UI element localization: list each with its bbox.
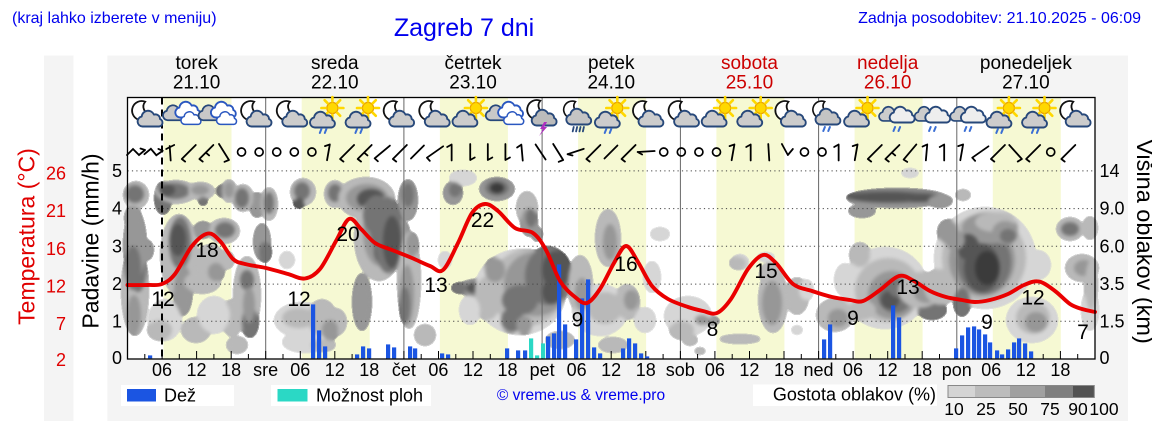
svg-text:sreda: sreda xyxy=(311,53,359,74)
svg-text:12: 12 xyxy=(151,288,174,311)
svg-text:06: 06 xyxy=(290,360,310,380)
svg-text:2: 2 xyxy=(112,274,122,294)
svg-text:ponedeljek: ponedeljek xyxy=(980,53,1072,74)
svg-text:06: 06 xyxy=(981,360,1001,380)
svg-text:12: 12 xyxy=(1021,287,1044,310)
svg-text:26.10: 26.10 xyxy=(864,73,912,94)
svg-text:21: 21 xyxy=(46,201,66,221)
svg-text:12: 12 xyxy=(187,360,207,380)
svg-text:Dež: Dež xyxy=(164,386,196,406)
svg-text:15: 15 xyxy=(754,260,777,283)
svg-text:6.0: 6.0 xyxy=(1100,236,1125,256)
svg-text:24.10: 24.10 xyxy=(587,73,635,94)
svg-text:1.5: 1.5 xyxy=(1100,311,1125,331)
svg-text:pet: pet xyxy=(530,360,555,380)
svg-text:9.0: 9.0 xyxy=(1100,199,1125,219)
svg-text:Zagreb 7 dni: Zagreb 7 dni xyxy=(394,14,534,42)
svg-text:pon: pon xyxy=(942,360,972,380)
svg-text:2: 2 xyxy=(56,350,66,370)
svg-text:23.10: 23.10 xyxy=(449,73,497,94)
svg-text:12: 12 xyxy=(463,360,483,380)
svg-text:10: 10 xyxy=(944,399,964,419)
svg-text:18: 18 xyxy=(359,360,379,380)
svg-text:Gostota oblakov (%): Gostota oblakov (%) xyxy=(773,385,936,405)
svg-text:3: 3 xyxy=(112,236,122,256)
svg-text:ned: ned xyxy=(803,360,833,380)
svg-text:4: 4 xyxy=(112,199,122,219)
svg-text:06: 06 xyxy=(152,360,172,380)
svg-text:06: 06 xyxy=(843,360,863,380)
svg-text:13: 13 xyxy=(896,276,919,299)
svg-text:5: 5 xyxy=(112,161,122,181)
svg-text:14: 14 xyxy=(1100,161,1120,181)
svg-text:1: 1 xyxy=(112,311,122,331)
svg-text:18: 18 xyxy=(1050,360,1070,380)
svg-text:Padavine (mm/h): Padavine (mm/h) xyxy=(78,153,104,328)
svg-text:8: 8 xyxy=(707,318,719,341)
svg-text:9: 9 xyxy=(847,307,859,330)
svg-text:9: 9 xyxy=(981,311,993,334)
svg-text:© vreme.us & vreme.pro: © vreme.us & vreme.pro xyxy=(497,387,665,404)
svg-text:7: 7 xyxy=(56,314,66,334)
svg-text:100: 100 xyxy=(1089,399,1118,419)
svg-text:12: 12 xyxy=(46,277,66,297)
svg-text:torek: torek xyxy=(175,53,218,74)
svg-text:16: 16 xyxy=(614,253,637,276)
svg-text:50: 50 xyxy=(1008,399,1028,419)
svg-text:12: 12 xyxy=(601,360,621,380)
svg-text:12: 12 xyxy=(1016,360,1036,380)
svg-text:18: 18 xyxy=(195,239,218,262)
svg-text:12: 12 xyxy=(325,360,345,380)
svg-text:90: 90 xyxy=(1068,399,1088,419)
svg-text:sre: sre xyxy=(253,360,278,380)
svg-text:0: 0 xyxy=(1100,348,1110,368)
svg-text:21.10: 21.10 xyxy=(173,73,221,94)
svg-text:75: 75 xyxy=(1040,399,1059,419)
svg-text:06: 06 xyxy=(567,360,587,380)
svg-text:nedelja: nedelja xyxy=(857,53,919,74)
svg-text:18: 18 xyxy=(498,360,518,380)
svg-text:Možnost ploh: Možnost ploh xyxy=(316,386,423,406)
svg-text:25.10: 25.10 xyxy=(726,73,774,94)
svg-text:12: 12 xyxy=(739,360,759,380)
svg-text:četrtek: četrtek xyxy=(445,53,503,74)
svg-text:18: 18 xyxy=(221,360,241,380)
svg-text:18: 18 xyxy=(636,360,656,380)
svg-text:Zadnja posodobitev: 21.10.2025: Zadnja posodobitev: 21.10.2025 - 06:09 xyxy=(858,10,1141,27)
svg-text:čet: čet xyxy=(392,360,416,380)
svg-text:06: 06 xyxy=(428,360,448,380)
svg-text:(kraj lahko izberete v meniju): (kraj lahko izberete v meniju) xyxy=(12,10,217,27)
svg-text:12: 12 xyxy=(287,288,310,311)
svg-text:20: 20 xyxy=(336,223,359,246)
svg-text:16: 16 xyxy=(46,239,66,259)
svg-text:25: 25 xyxy=(976,399,995,419)
svg-text:13: 13 xyxy=(424,274,447,297)
svg-text:12: 12 xyxy=(878,360,898,380)
svg-text:0: 0 xyxy=(112,348,122,368)
svg-text:22: 22 xyxy=(471,209,494,232)
svg-text:27.10: 27.10 xyxy=(1002,73,1050,94)
svg-text:sobota: sobota xyxy=(721,53,778,74)
svg-text:7: 7 xyxy=(1077,321,1089,344)
svg-text:18: 18 xyxy=(774,360,794,380)
svg-text:06: 06 xyxy=(705,360,725,380)
svg-text:Temperatura (°C): Temperatura (°C) xyxy=(14,148,40,325)
svg-text:sob: sob xyxy=(666,360,695,380)
svg-text:26: 26 xyxy=(46,163,66,183)
svg-text:22.10: 22.10 xyxy=(311,73,359,94)
svg-text:petek: petek xyxy=(588,53,635,74)
svg-text:9: 9 xyxy=(572,309,584,332)
svg-text:3.5: 3.5 xyxy=(1100,274,1125,294)
svg-text:18: 18 xyxy=(912,360,932,380)
svg-text:Višina oblakov (km): Višina oblakov (km) xyxy=(1132,139,1152,344)
